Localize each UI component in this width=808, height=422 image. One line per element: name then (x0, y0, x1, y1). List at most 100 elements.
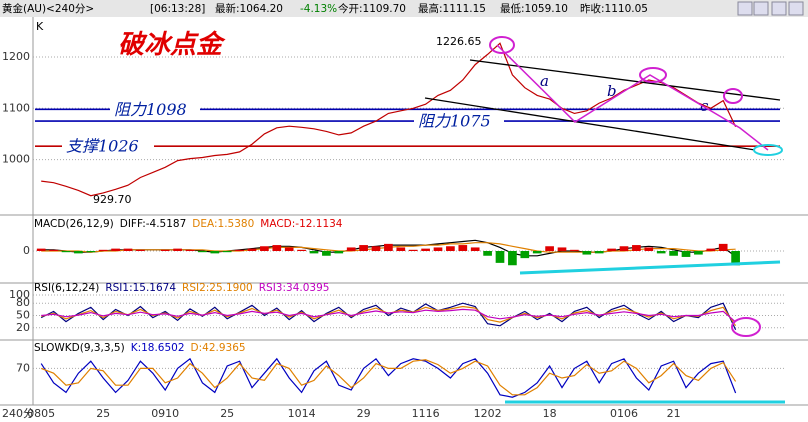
change: -4.13% (300, 3, 337, 15)
histogram-bar (309, 251, 319, 254)
x-tick-label: 21 (667, 407, 681, 420)
high-annotation: 1226.65 (436, 35, 482, 48)
window-buttons[interactable] (737, 1, 804, 16)
header-bar (0, 0, 808, 17)
histogram-bar (247, 248, 257, 251)
histogram-bar (495, 251, 505, 263)
axis-label: K (36, 20, 44, 33)
series-line (40, 302, 737, 331)
last: 最新:1064.20 (215, 2, 283, 15)
histogram-bar (681, 251, 691, 257)
histogram-bar (260, 246, 269, 251)
histogram-bar (222, 251, 232, 253)
y-tick-label: 1100 (2, 101, 30, 114)
y-tick-label: 80 (16, 296, 30, 309)
legend-entry: K:18.6502 (131, 342, 185, 354)
y-tick-label: 0 (23, 244, 30, 257)
x-tick-label: 18 (543, 407, 557, 420)
histogram-bar (36, 248, 46, 251)
histogram-bar (706, 248, 716, 251)
histogram-bar (297, 249, 306, 251)
level-label: 支撑1026 (66, 137, 139, 156)
histogram-bar (731, 251, 740, 266)
open: 今开:1109.70 (338, 2, 406, 15)
y-tick-label: 1200 (2, 50, 30, 63)
histogram-bar (408, 249, 418, 251)
chart-title: 破冰点金 (118, 30, 226, 60)
next-button[interactable] (753, 1, 769, 16)
legend-entry: RSI3:34.0395 (259, 282, 330, 294)
histogram-bar (86, 251, 96, 253)
highlight (723, 88, 743, 104)
max-button[interactable] (771, 1, 787, 16)
histogram-bar (359, 245, 368, 251)
panel-title: MACD(26,12,9) (34, 218, 114, 230)
high: 最高:1111.15 (418, 2, 486, 15)
histogram-bar (632, 245, 641, 251)
wave-label: a (540, 72, 549, 90)
histogram-bar (334, 251, 344, 254)
histogram-bar (644, 247, 654, 251)
histogram-bar (570, 249, 579, 251)
histogram-bar (458, 245, 468, 251)
histogram-bar (470, 247, 480, 251)
histogram-bar (235, 249, 244, 251)
legend-entry: DIFF:-4.5187 (120, 218, 187, 230)
x-tick-label: 29 (357, 407, 371, 420)
histogram-bar (198, 251, 207, 253)
series-line (41, 308, 736, 323)
histogram-bar (74, 251, 83, 254)
legend-entry: DEA:1.5380 (192, 218, 254, 230)
low-annotation: 929.70 (93, 193, 132, 206)
histogram-bar (545, 246, 554, 251)
histogram-bar (433, 247, 443, 251)
y-tick-label: 100 (9, 288, 30, 301)
panel-title: SLOWKD(9,3,3,5) (34, 342, 125, 354)
drawings (424, 36, 785, 404)
trend-line (424, 97, 756, 151)
wave-label: b (607, 82, 617, 100)
histogram-bar (557, 247, 567, 251)
legend-entry: MACD:-12.1134 (260, 218, 343, 230)
legend-entry: RSI1:15.1674 (105, 282, 176, 294)
x-tick-label: 0106 (610, 407, 638, 420)
series-line (40, 359, 737, 396)
x-tick-label: 1202 (474, 407, 502, 420)
histogram-bar (483, 251, 492, 256)
highlight (731, 317, 761, 337)
histogram-bar (111, 248, 120, 251)
prev-close: 昨收:1110.05 (580, 2, 648, 15)
x-tick-label: 1116 (412, 407, 440, 420)
prev-button[interactable] (737, 1, 753, 16)
series-line (40, 357, 737, 398)
histogram-bar (272, 245, 282, 251)
histogram-bar (185, 249, 195, 251)
highlight (639, 67, 667, 83)
histogram-bar (61, 251, 71, 253)
histogram-bar (396, 247, 406, 251)
symbol: 黄金(AU)<240分> (2, 2, 94, 15)
highlight (753, 144, 783, 156)
histogram-bar (669, 251, 678, 256)
histogram-bar (160, 249, 170, 251)
histogram-bar (346, 247, 356, 251)
legend-entry: RSI2:25.1900 (182, 282, 253, 294)
wave-line (496, 44, 769, 151)
highlight (489, 36, 515, 54)
histogram-bar (371, 246, 381, 251)
y-tick-label: 1000 (2, 153, 30, 166)
y-tick-label: 70 (16, 361, 30, 374)
histogram-bar (508, 251, 517, 266)
histogram-bar (384, 243, 393, 251)
divergence-line (519, 260, 781, 275)
histogram-bar (98, 249, 108, 251)
histogram-bar (446, 246, 455, 251)
level-label-bg (110, 100, 200, 119)
y-tick-label: 20 (16, 321, 30, 334)
histogram-bar (322, 251, 331, 256)
histogram-bar (520, 251, 530, 259)
panel-title: RSI(6,12,24) (34, 282, 99, 294)
close-button[interactable] (788, 1, 804, 16)
x-tick-label: 0910 (151, 407, 179, 420)
